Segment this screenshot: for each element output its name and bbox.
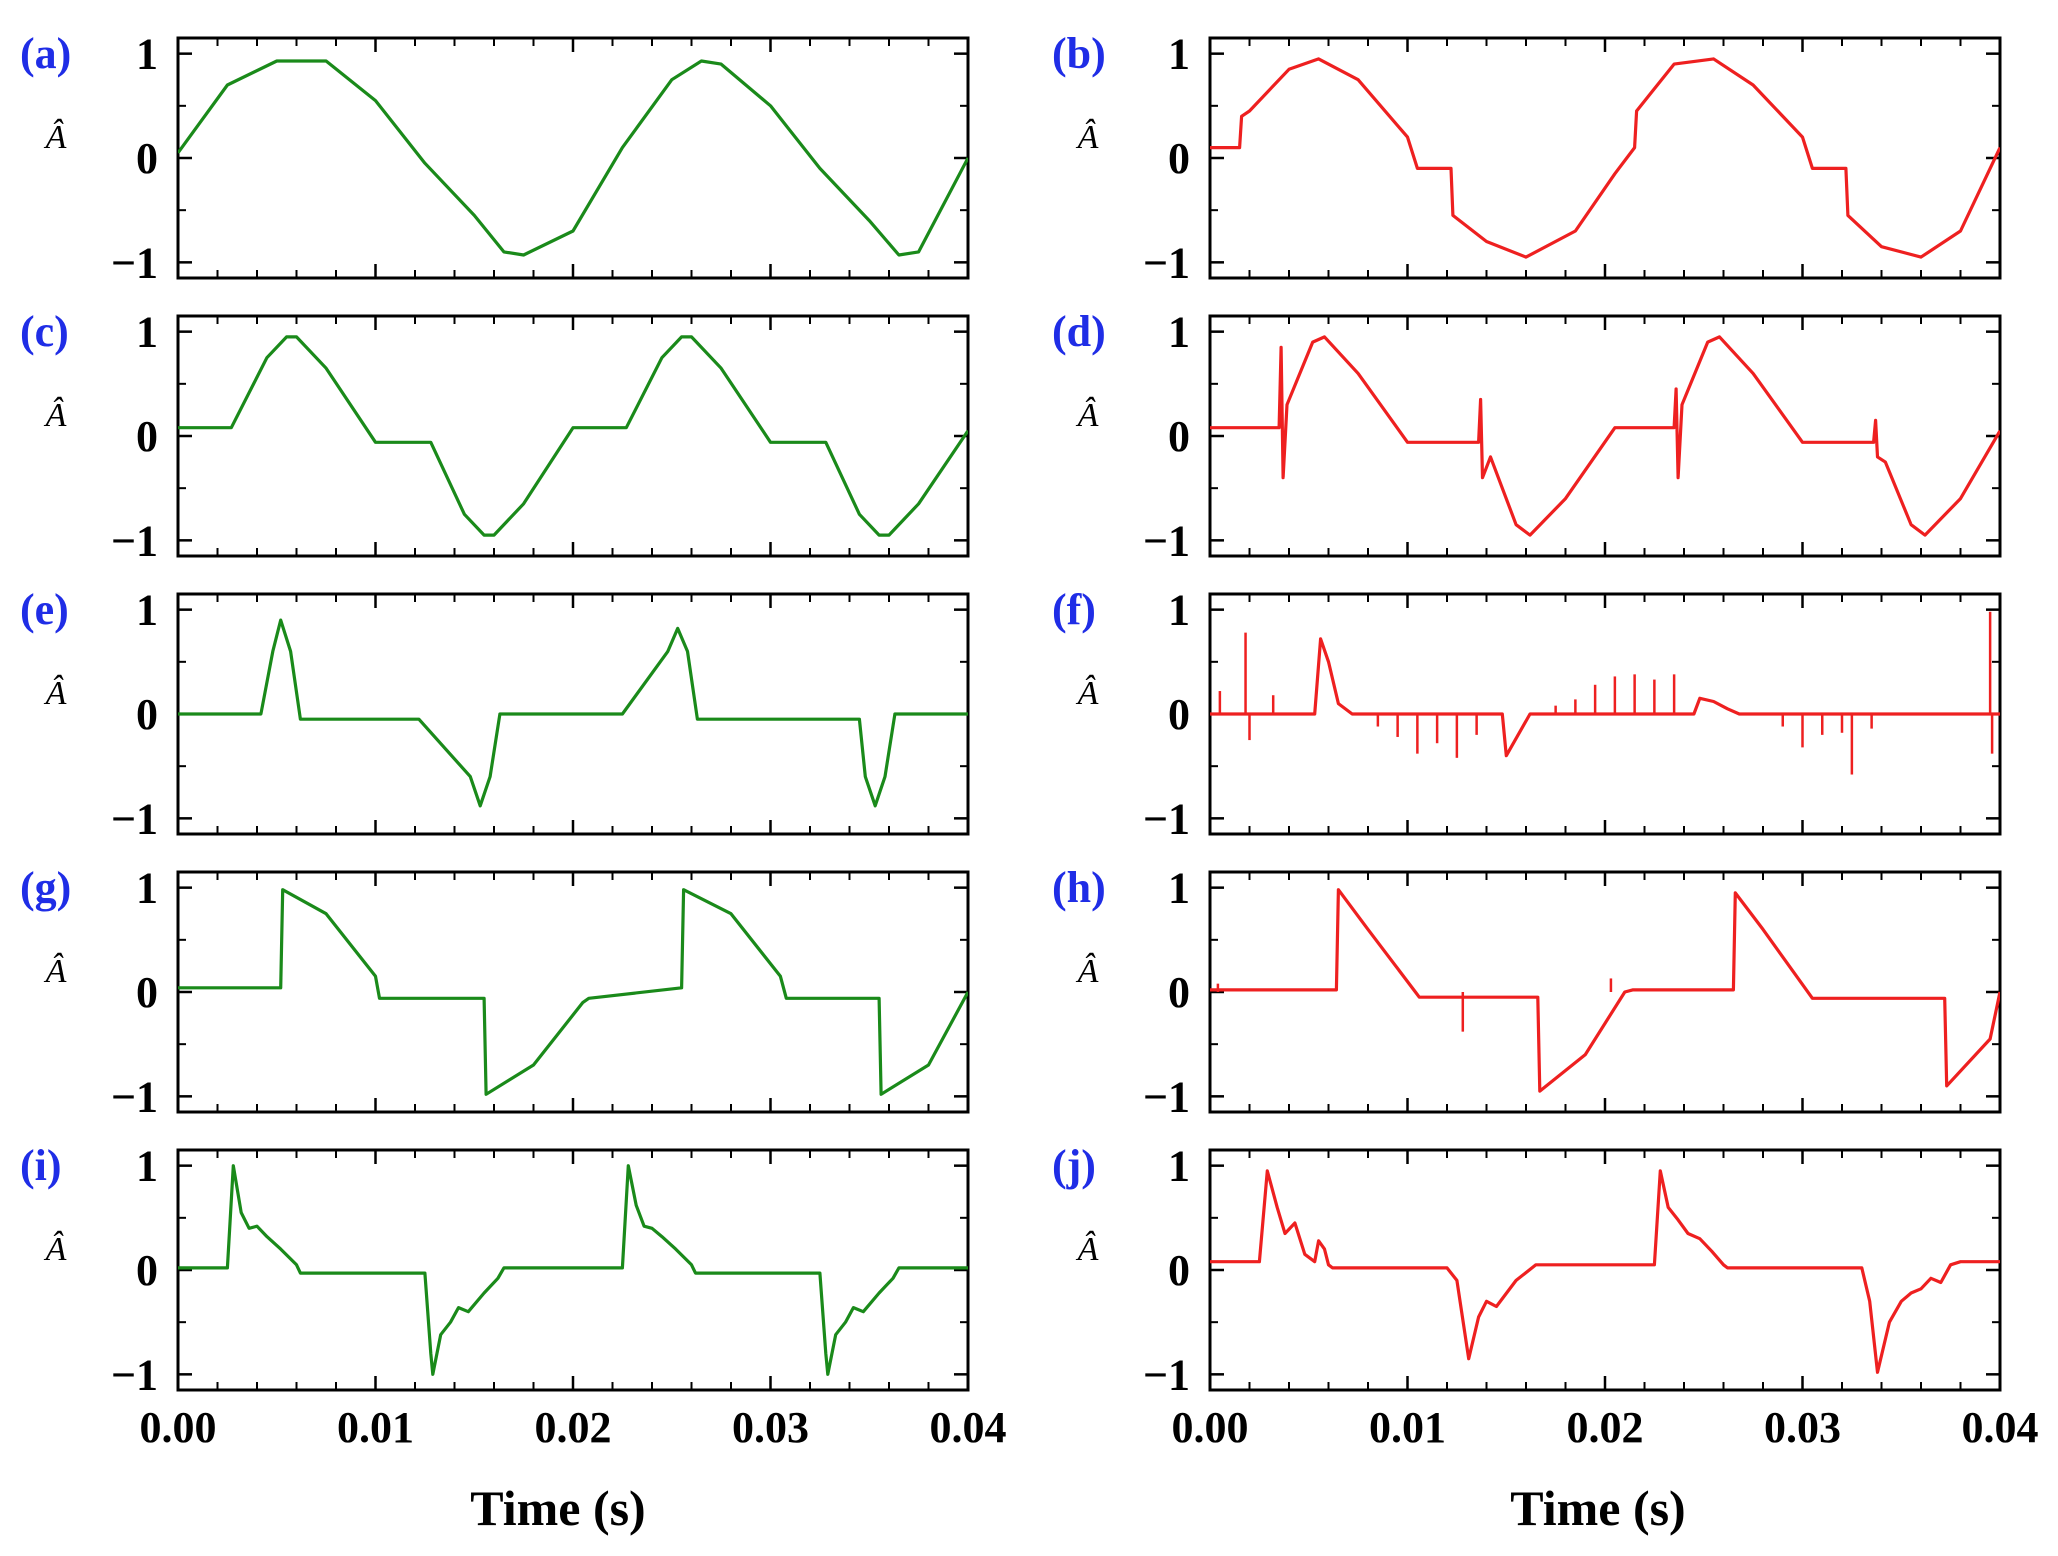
panel-e: (e) Â 1 0 −1: [20, 585, 970, 843]
x-tick-label: 0.00: [140, 1403, 217, 1452]
y-axis-label: Â: [1076, 675, 1099, 712]
y-tick-label: 0: [136, 412, 158, 461]
panel-label: (g): [20, 863, 71, 912]
series-line-h: [1210, 888, 2000, 1093]
panel-h: (h) Â 1 0 −1: [1052, 863, 2002, 1121]
y-tick-label: −1: [1143, 1350, 1190, 1399]
panel-frame: [1208, 36, 2002, 280]
y-axis-label: Â: [1076, 397, 1099, 434]
panel-label: (j): [1052, 1141, 1096, 1190]
series-line-j: [1210, 1169, 2000, 1374]
y-tick-label: 0: [1168, 968, 1190, 1017]
series-line-a: [178, 59, 968, 257]
y-tick-label: 0: [1168, 134, 1190, 183]
panel-label: (b): [1052, 29, 1106, 78]
y-tick-label: 0: [136, 1246, 158, 1295]
series-line-i: [178, 1164, 968, 1376]
series-line-e: [178, 618, 968, 808]
panel-frame: [176, 870, 970, 1114]
panel-d: (d) Â 1 0 −1: [1052, 307, 2002, 565]
y-tick-label: 1: [136, 30, 158, 79]
panel-i: (i) Â 1 0 −10.00 0.01 0.02 0.03 0.04: [20, 1141, 1007, 1452]
y-tick-label: 1: [1168, 586, 1190, 635]
panel-frame: [176, 1148, 970, 1392]
y-axis-label: Â: [44, 397, 67, 434]
panel-frame: [1208, 314, 2002, 558]
y-tick-label: 1: [1168, 1142, 1190, 1191]
y-tick-label: 0: [136, 134, 158, 183]
y-tick-label: 1: [1168, 864, 1190, 913]
y-tick-label: 1: [136, 308, 158, 357]
y-tick-label: −1: [1143, 794, 1190, 843]
panel-label: (f): [1052, 585, 1096, 634]
x-tick-label: 0.00: [1172, 1403, 1249, 1452]
y-tick-label: 0: [1168, 1246, 1190, 1295]
y-tick-label: −1: [1143, 516, 1190, 565]
y-tick-label: −1: [111, 1350, 158, 1399]
panel-label: (a): [20, 29, 71, 78]
y-axis-label: Â: [1076, 1231, 1099, 1268]
y-axis-label: Â: [44, 675, 67, 712]
y-tick-label: −1: [111, 1072, 158, 1121]
x-tick-label: 0.02: [1567, 1403, 1644, 1452]
x-tick-label: 0.01: [1369, 1403, 1446, 1452]
panel-label: (i): [20, 1141, 62, 1190]
y-axis-label: Â: [44, 119, 67, 156]
y-tick-label: 1: [1168, 308, 1190, 357]
panel-c: (c) Â 1 0 −1: [20, 307, 970, 565]
x-tick-label: 0.04: [1962, 1403, 2039, 1452]
x-axis-label-left: Time (s): [470, 1480, 645, 1536]
y-tick-label: −1: [1143, 238, 1190, 287]
y-tick-label: 1: [1168, 30, 1190, 79]
panel-j: (j) Â 1 0 −10.00 0.01 0.02 0.03 0.04: [1052, 1141, 2039, 1452]
panel-g: (g) Â 1 0 −1: [20, 863, 970, 1121]
x-tick-label: 0.02: [535, 1403, 612, 1452]
series-line-c: [178, 335, 968, 537]
x-axis-label-group: Time (s) Time (s): [470, 1480, 1685, 1536]
panel-frame: [176, 36, 970, 280]
series-line-d: [1210, 335, 2000, 537]
y-axis-label: Â: [44, 1231, 67, 1268]
y-tick-label: 1: [136, 864, 158, 913]
y-tick-label: 1: [136, 586, 158, 635]
series-line-g: [178, 888, 968, 1096]
panel-a: (a) Â 1 0 −1: [20, 29, 970, 287]
x-axis-label-right: Time (s): [1510, 1480, 1685, 1536]
panel-f: (f) Â 1 0 −1: [1052, 585, 2002, 843]
panel-label: (c): [20, 307, 69, 356]
series-line-b: [1210, 57, 2000, 259]
panel-label: (h): [1052, 863, 1106, 912]
y-axis-label: Â: [1076, 119, 1099, 156]
x-tick-label: 0.01: [337, 1403, 414, 1452]
y-axis-label: Â: [44, 953, 67, 990]
y-tick-label: 0: [136, 968, 158, 1017]
x-tick-label: 0.04: [930, 1403, 1007, 1452]
x-tick-label: 0.03: [1764, 1403, 1841, 1452]
y-axis-label: Â: [1076, 953, 1099, 990]
panels-layer: (a) Â 1 0 −1 (b) Â 1 0 −1 (c) Â 1 0 −1 (d) Â 1 0 −1 (e) Â 1 0 −1…: [20, 29, 2039, 1452]
x-tick-label: 0.03: [732, 1403, 809, 1452]
panel-frame: [176, 314, 970, 558]
y-tick-label: 0: [1168, 690, 1190, 739]
series-line-f: [1210, 637, 2000, 758]
y-tick-label: −1: [111, 794, 158, 843]
y-tick-label: 1: [136, 1142, 158, 1191]
y-tick-label: −1: [111, 238, 158, 287]
y-tick-label: −1: [111, 516, 158, 565]
panel-b: (b) Â 1 0 −1: [1052, 29, 2002, 287]
y-tick-label: −1: [1143, 1072, 1190, 1121]
panel-label: (d): [1052, 307, 1106, 356]
y-tick-label: 0: [1168, 412, 1190, 461]
panel-frame: [1208, 870, 2002, 1114]
panel-label: (e): [20, 585, 69, 634]
y-tick-label: 0: [136, 690, 158, 739]
